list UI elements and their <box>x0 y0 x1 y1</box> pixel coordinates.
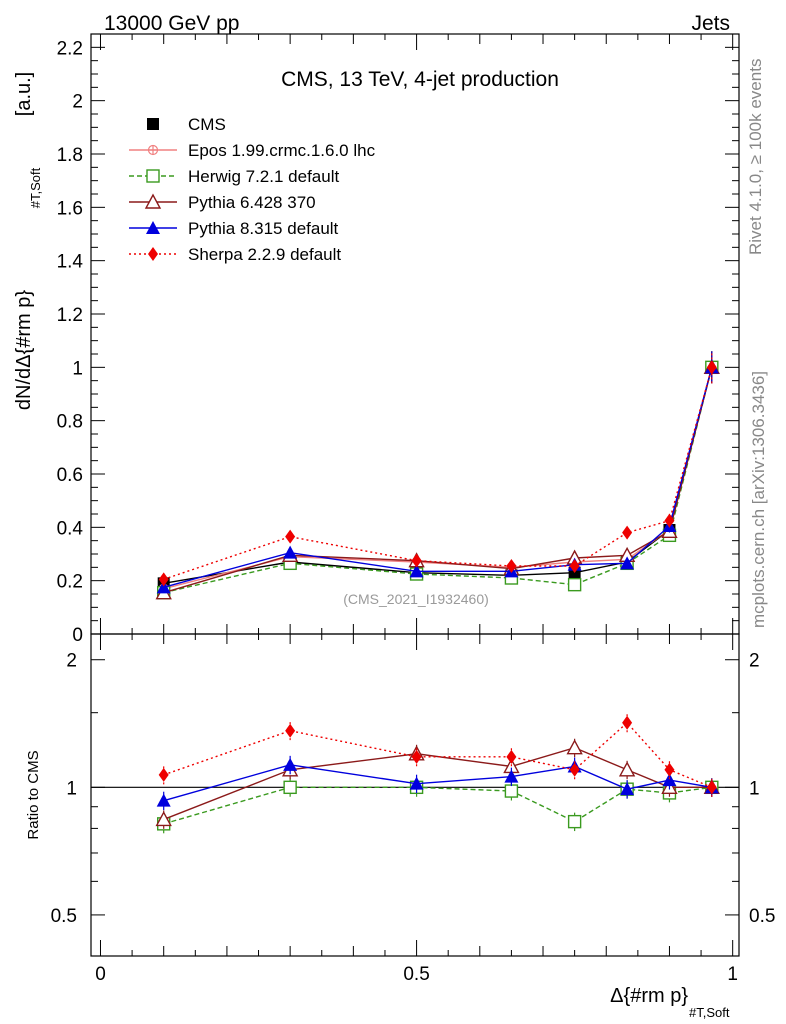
process-label: Jets <box>691 12 730 35</box>
ratio-pythia-point <box>156 793 171 807</box>
main-axis-ticks: 0 0.2 0.4 0.6 0.8 1 1.2 1.4 1.6 1.8 2 2.2 <box>57 34 739 646</box>
mcplots-label: mcplots.cern.ch [arXiv:1306.3436] <box>749 371 768 628</box>
ratio-y-tick-label: 1 <box>66 778 77 799</box>
main-series-layer <box>155 351 720 600</box>
ratio-herwig-point <box>504 784 519 798</box>
main-sherpa-point <box>285 529 296 544</box>
main-sherpa-point <box>622 525 633 540</box>
ratio-sherpa-point <box>411 749 422 764</box>
legend-pythia-marker <box>146 221 160 234</box>
rivet-label: Rivet 4.1.0, ≥ 100k events <box>746 59 765 255</box>
x-axis-label: Δ{#rm p} <box>610 985 688 1007</box>
legend-sherpa-marker <box>148 247 158 261</box>
main-y-tick-label: 1.4 <box>57 252 84 273</box>
main-y-tick-label: 2.2 <box>57 38 83 59</box>
ratio-pythia-point <box>283 757 298 771</box>
ratio-herwig-point <box>283 780 297 795</box>
ratio-pythia-point <box>618 761 636 777</box>
x-tick-label: 0.5 <box>403 964 429 985</box>
ratio-y-tick-label: 0.5 <box>51 906 77 927</box>
ratio-pythia-point <box>620 782 635 796</box>
main-y-tick-label: 0.2 <box>57 572 83 593</box>
ratio-pythia-point <box>504 769 519 783</box>
legend-sherpa-label: Sherpa 2.2.9 default <box>188 245 341 264</box>
main-y-tick-label: 1.6 <box>57 198 83 219</box>
ratio-axis-ticks: 0 0.5 1 0.5 0.5 1 1 2 2 <box>51 634 775 985</box>
legend-herwig-marker <box>146 169 160 183</box>
main-sherpa-point <box>411 553 422 568</box>
ratio-sherpa-point <box>622 715 633 730</box>
legend-pythia-marker <box>144 193 162 209</box>
ratio-pythia-line <box>163 746 712 821</box>
main-y-tick-label: 1 <box>72 358 83 379</box>
analysis-watermark: (CMS_2021_I1932460) <box>343 591 489 607</box>
main-y-axis-label-text: dN/dΔ{#rm p} <box>13 290 35 410</box>
main-sherpa-point <box>506 559 517 573</box>
ratio-pythia-line <box>163 764 712 802</box>
ratio-pythia-point <box>409 776 424 790</box>
legend-cms-marker <box>147 118 159 130</box>
main-herwig-point <box>567 577 582 592</box>
main-y-tick-label: 1.8 <box>57 145 83 166</box>
main-sherpa-point <box>158 572 169 587</box>
main-y-axis-unit: [a.u.] <box>13 72 35 116</box>
x-axis-subscript: #T,Soft <box>689 1005 730 1020</box>
main-sherpa-point <box>706 360 717 375</box>
ratio-y-axis-label: Ratio to CMS <box>25 750 42 839</box>
main-y-tick-label: 0.8 <box>57 412 83 433</box>
x-tick-label: 1 <box>727 964 738 985</box>
main-pythia-point <box>283 545 298 559</box>
main-y-tick-label: 1.2 <box>57 305 83 326</box>
legend-pythia-label: Pythia 6.428 370 <box>188 193 316 212</box>
collision-label: 13000 GeV pp <box>104 12 239 35</box>
ratio-y-tick-label-right: 2 <box>749 651 760 672</box>
legend-pythia-label: Pythia 8.315 default <box>188 219 339 238</box>
ratio-sherpa-point <box>158 767 169 782</box>
main-y-tick-label: 0 <box>72 625 83 646</box>
ratio-sherpa-point <box>706 780 717 795</box>
ratio-y-tick-label-right: 1 <box>749 778 760 799</box>
main-y-tick-label: 2 <box>72 92 83 113</box>
legend: CMS Epos 1.99.crmc.1.6.0 lhc Herwig 7.2.1 … <box>129 115 376 264</box>
ratio-herwig-point <box>567 814 582 829</box>
legend-cms-label: CMS <box>188 115 226 134</box>
ratio-y-tick-label: 2 <box>66 651 77 672</box>
ratio-sherpa-line <box>163 721 713 788</box>
ratio-sherpa-point <box>664 762 675 777</box>
ratio-pythia-point <box>155 810 172 827</box>
legend-herwig-label: Herwig 7.2.1 default <box>188 167 339 186</box>
legend-epos-label: Epos 1.99.crmc.1.6.0 lhc <box>188 141 376 160</box>
x-tick-label: 0 <box>95 964 106 985</box>
main-sherpa-line <box>163 367 713 580</box>
ratio-pythia-point <box>662 773 677 787</box>
ratio-plot-frame <box>90 633 740 957</box>
main-pythia-point <box>156 580 171 594</box>
main-pythia-point <box>620 556 635 570</box>
main-y-axis-label: dN/dΔ{#rm p} <box>13 290 35 410</box>
main-sherpa-point <box>569 559 580 573</box>
main-herwig-line <box>163 367 713 594</box>
ratio-pythia-point <box>566 739 583 755</box>
main-sherpa-point <box>664 513 675 528</box>
main-y-tick-label: 0.4 <box>57 518 84 539</box>
main-pythia-line <box>163 367 713 589</box>
main-y-tick-label: 0.6 <box>57 465 83 486</box>
ratio-sherpa-point <box>569 762 580 777</box>
ratio-y-tick-label-right: 0.5 <box>749 906 775 927</box>
plot-title: CMS, 13 TeV, 4-jet production <box>281 68 559 91</box>
main-pythia-point <box>409 564 424 578</box>
ratio-sherpa-point <box>285 723 296 738</box>
main-y-axis-subscript: #T,Soft <box>28 167 43 208</box>
ratio-series-layer <box>155 713 720 834</box>
ratio-sherpa-point <box>506 749 517 764</box>
